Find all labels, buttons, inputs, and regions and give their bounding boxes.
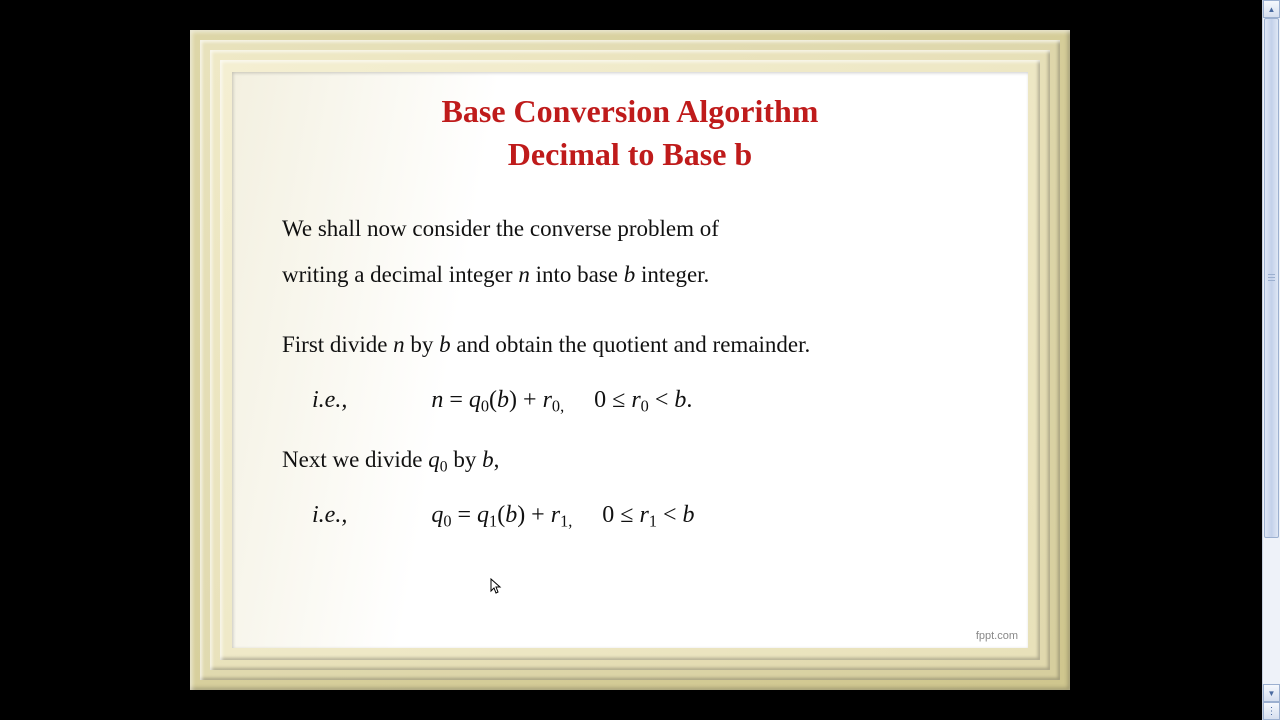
eq1-cond-pre: 0 ≤	[594, 387, 631, 413]
p3-b: b	[482, 447, 494, 472]
equation-1: i.e., n = q0(b) + r0, 0 ≤ r0 < b.	[312, 374, 978, 427]
viewer-stage: Base Conversion Algorithm Decimal to Bas…	[0, 0, 1260, 720]
var-n-2: n	[393, 332, 405, 357]
eq2-r1: r	[551, 502, 560, 528]
eq1-cond-mid: <	[649, 387, 675, 413]
eq1-cond-r-sub: 0	[641, 397, 649, 416]
eq1-q-sub: 0	[481, 397, 489, 416]
eq1-b: b	[497, 387, 509, 413]
p3-mid: by	[448, 447, 483, 472]
title-line-2: Decimal to Base b	[508, 136, 752, 172]
frame-bevel-3: Base Conversion Algorithm Decimal to Bas…	[220, 60, 1040, 660]
eq2-open: (	[497, 502, 505, 528]
eq2-b: b	[505, 502, 517, 528]
paragraph-2: First divide n by b and obtain the quoti…	[282, 322, 978, 368]
p3-post: ,	[494, 447, 500, 472]
eq2-r1-sub: 1	[560, 512, 568, 531]
eq2-close: ) +	[517, 502, 551, 528]
p1b-mid: into base	[530, 262, 624, 287]
scroll-up-button[interactable]: ▲	[1263, 0, 1280, 18]
eq1-n: n	[431, 387, 443, 413]
slide-frame: Base Conversion Algorithm Decimal to Bas…	[190, 30, 1070, 690]
options-icon: ⋮	[1267, 706, 1277, 717]
slide-body: We shall now consider the converse probl…	[282, 206, 978, 542]
eq2-cond-mid: <	[657, 502, 683, 528]
p3-pre: Next we divide	[282, 447, 428, 472]
spacer-2	[282, 427, 978, 437]
slide-title: Base Conversion Algorithm Decimal to Bas…	[282, 90, 978, 176]
eq2-cond-r: r	[639, 502, 648, 528]
var-b-2: b	[439, 332, 451, 357]
eq1-cond-b: b	[674, 387, 686, 413]
eq1-ie: i.e.,	[312, 387, 347, 413]
scrollbar-track[interactable]	[1263, 18, 1280, 684]
eq2-q1: q	[477, 502, 489, 528]
eq2-gap	[572, 502, 602, 528]
p2-pre: First divide	[282, 332, 393, 357]
p3-q-sub: 0	[440, 459, 448, 476]
eq2-cond-r-sub: 1	[649, 512, 657, 531]
p1b-post: integer.	[635, 262, 709, 287]
frame-bevel-1: Base Conversion Algorithm Decimal to Bas…	[200, 40, 1060, 680]
equation-2: i.e., q0 = q1(b) + r1, 0 ≤ r1 < b	[312, 489, 978, 542]
p1-line-a: We shall now consider the converse probl…	[282, 216, 719, 241]
paragraph-1: We shall now consider the converse probl…	[282, 206, 978, 298]
var-b: b	[624, 262, 636, 287]
slide-content: Base Conversion Algorithm Decimal to Bas…	[232, 72, 1028, 648]
eq1-r: r	[543, 387, 552, 413]
scrollbar-grip-icon	[1268, 274, 1275, 282]
eq1-gap	[564, 387, 594, 413]
scroll-options-button[interactable]: ⋮	[1263, 702, 1280, 720]
var-n: n	[518, 262, 530, 287]
eq2-q0: q	[431, 502, 443, 528]
eq2-cond-b: b	[683, 502, 695, 528]
p2-mid: by	[405, 332, 440, 357]
eq2-ie: i.e.,	[312, 502, 347, 528]
frame-bevel-2: Base Conversion Algorithm Decimal to Bas…	[210, 50, 1050, 670]
eq2-eq: =	[451, 502, 477, 528]
vertical-scrollbar[interactable]: ▲ ▼ ⋮	[1262, 0, 1280, 720]
eq1-cond-r: r	[631, 387, 640, 413]
p2-post: and obtain the quotient and remainder.	[451, 332, 811, 357]
spacer	[282, 304, 978, 322]
scrollbar-thumb[interactable]	[1264, 18, 1279, 538]
watermark-text: fppt.com	[976, 630, 1018, 642]
paragraph-3: Next we divide q0 by b,	[282, 437, 978, 483]
eq2-q1-sub: 1	[489, 512, 497, 531]
chevron-down-icon: ▼	[1268, 689, 1276, 698]
eq1-open: (	[489, 387, 497, 413]
eq1-close: ) +	[509, 387, 543, 413]
p1b-pre: writing a decimal integer	[282, 262, 518, 287]
p3-q: q	[428, 447, 440, 472]
eq1-eq: =	[443, 387, 469, 413]
chevron-up-icon: ▲	[1268, 5, 1276, 14]
eq1-r-sub: 0	[552, 397, 560, 416]
eq1-dot: .	[686, 387, 692, 413]
eq1-q: q	[469, 387, 481, 413]
title-line-1: Base Conversion Algorithm	[442, 93, 819, 129]
eq2-cond-pre: 0 ≤	[602, 502, 639, 528]
scroll-down-button[interactable]: ▼	[1263, 684, 1280, 702]
